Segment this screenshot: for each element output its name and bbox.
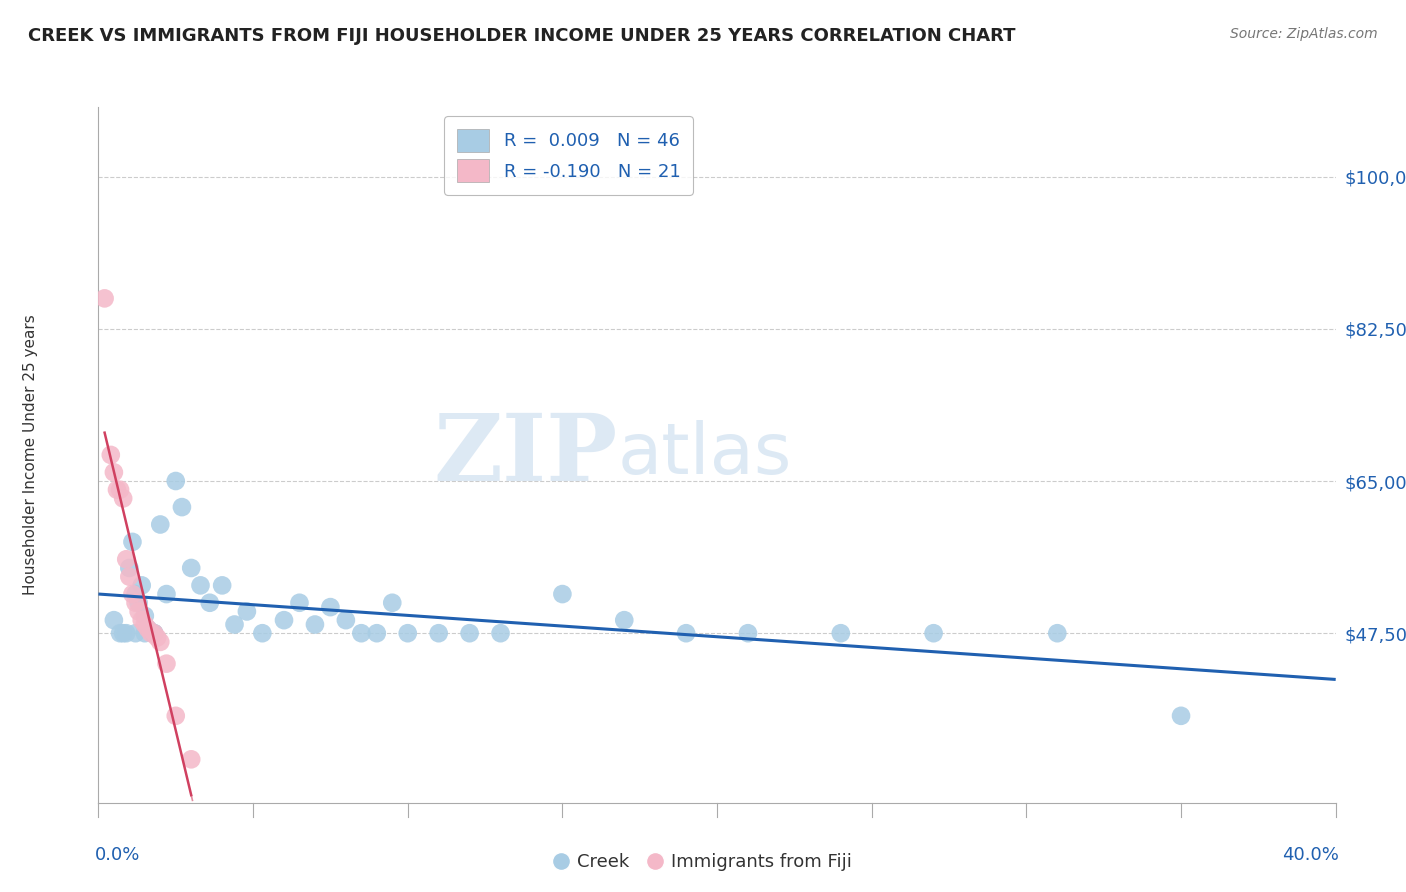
Point xyxy=(134,617,156,632)
Point xyxy=(134,626,156,640)
Point xyxy=(288,596,311,610)
Point xyxy=(224,617,246,632)
Point xyxy=(143,626,166,640)
Point xyxy=(170,500,193,515)
Point xyxy=(922,626,945,640)
Point xyxy=(136,622,159,636)
Point xyxy=(131,613,153,627)
Point xyxy=(1170,708,1192,723)
Point xyxy=(613,613,636,627)
Point xyxy=(149,517,172,532)
Point xyxy=(112,626,135,640)
Text: CREEK VS IMMIGRANTS FROM FIJI HOUSEHOLDER INCOME UNDER 25 YEARS CORRELATION CHAR: CREEK VS IMMIGRANTS FROM FIJI HOUSEHOLDE… xyxy=(28,27,1015,45)
Point xyxy=(134,608,156,623)
Point xyxy=(458,626,481,640)
Point xyxy=(180,752,202,766)
Point xyxy=(124,587,146,601)
Point xyxy=(131,578,153,592)
Point xyxy=(121,587,143,601)
Legend: R =  0.009   N = 46, R = -0.190   N = 21: R = 0.009 N = 46, R = -0.190 N = 21 xyxy=(444,116,693,195)
Point xyxy=(124,626,146,640)
Point xyxy=(100,448,122,462)
Point xyxy=(103,613,125,627)
Point xyxy=(155,587,177,601)
Legend: Creek, Immigrants from Fiji: Creek, Immigrants from Fiji xyxy=(547,847,859,879)
Point xyxy=(103,466,125,480)
Point xyxy=(105,483,128,497)
Point xyxy=(143,626,166,640)
Point xyxy=(128,605,150,619)
Point xyxy=(198,596,221,610)
Point xyxy=(396,626,419,640)
Point xyxy=(139,626,162,640)
Text: Householder Income Under 25 years: Householder Income Under 25 years xyxy=(22,315,38,595)
Point xyxy=(149,635,172,649)
Point xyxy=(675,626,697,640)
Point xyxy=(165,708,187,723)
Text: Source: ZipAtlas.com: Source: ZipAtlas.com xyxy=(1230,27,1378,41)
Text: ZIP: ZIP xyxy=(434,410,619,500)
Point xyxy=(366,626,388,640)
Point xyxy=(551,587,574,601)
Point xyxy=(115,626,138,640)
Point xyxy=(180,561,202,575)
Point xyxy=(304,617,326,632)
Point xyxy=(112,491,135,506)
Point xyxy=(165,474,187,488)
Point xyxy=(489,626,512,640)
Point xyxy=(427,626,450,640)
Point xyxy=(128,596,150,610)
Point xyxy=(108,626,131,640)
Text: 0.0%: 0.0% xyxy=(96,847,141,864)
Point xyxy=(350,626,373,640)
Point xyxy=(252,626,274,640)
Point xyxy=(211,578,233,592)
Point xyxy=(93,291,115,305)
Point xyxy=(108,483,131,497)
Text: atlas: atlas xyxy=(619,420,793,490)
Text: 40.0%: 40.0% xyxy=(1282,847,1339,864)
Point xyxy=(273,613,295,627)
Point xyxy=(124,596,146,610)
Point xyxy=(335,613,357,627)
Point xyxy=(143,626,166,640)
Point xyxy=(830,626,852,640)
Point xyxy=(319,600,342,615)
Point xyxy=(118,561,141,575)
Point xyxy=(118,570,141,584)
Point xyxy=(136,622,159,636)
Point xyxy=(236,605,259,619)
Point xyxy=(1046,626,1069,640)
Point xyxy=(146,631,169,645)
Point xyxy=(115,552,138,566)
Point xyxy=(155,657,177,671)
Point xyxy=(121,535,143,549)
Point xyxy=(381,596,404,610)
Point xyxy=(737,626,759,640)
Point xyxy=(190,578,212,592)
